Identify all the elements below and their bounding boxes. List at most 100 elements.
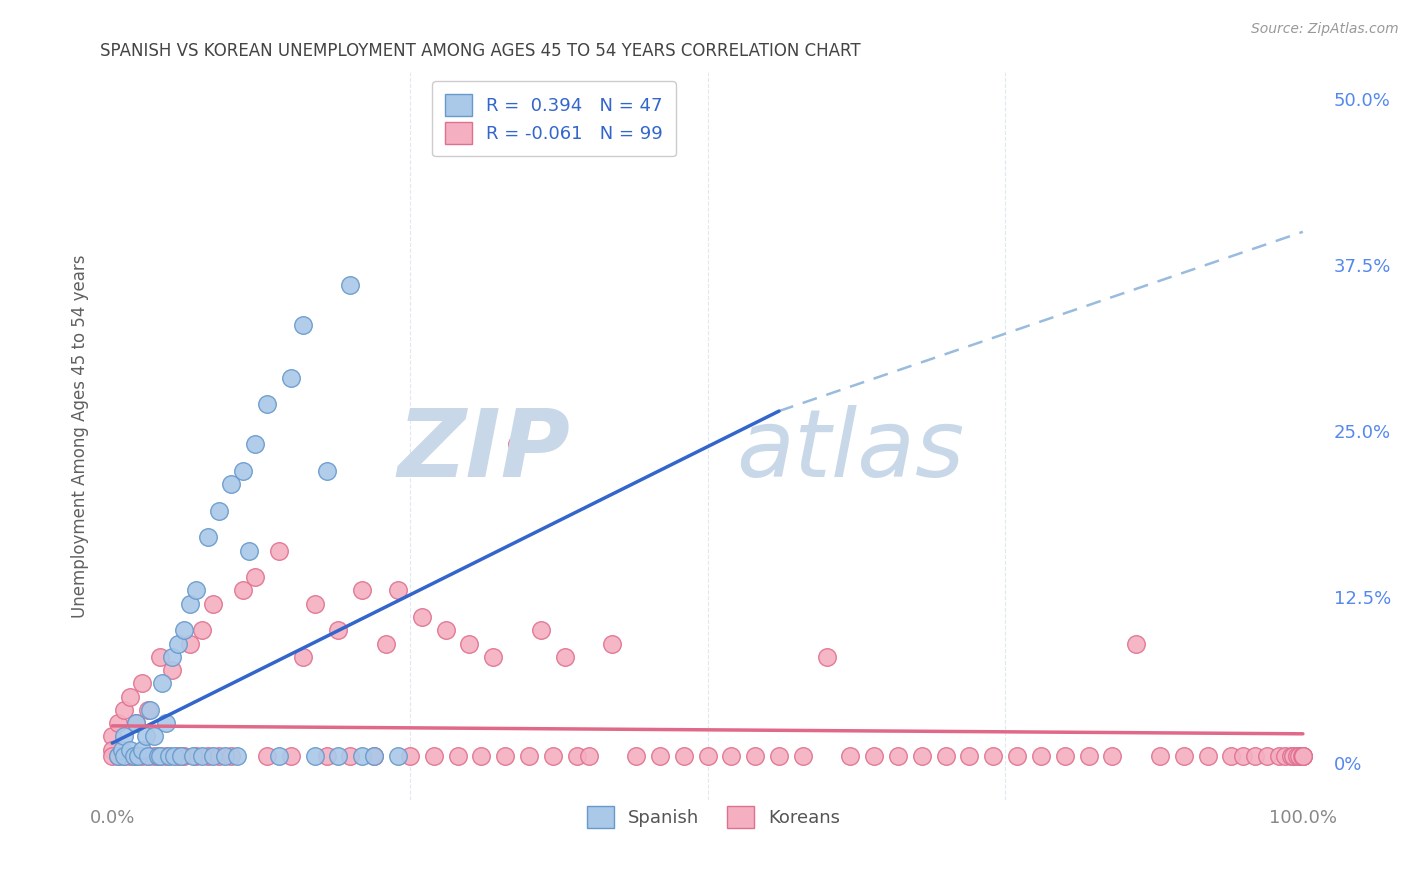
Point <box>648 749 671 764</box>
Point <box>1282 749 1305 764</box>
Point <box>1077 749 1099 764</box>
Point <box>387 583 409 598</box>
Point <box>1149 749 1171 764</box>
Point <box>839 749 862 764</box>
Point <box>672 749 695 764</box>
Point <box>107 716 129 731</box>
Point <box>506 437 529 451</box>
Point <box>578 749 600 764</box>
Point <box>768 749 790 764</box>
Point <box>112 749 135 764</box>
Point <box>197 530 219 544</box>
Point <box>602 636 624 650</box>
Y-axis label: Unemployment Among Ages 45 to 54 years: Unemployment Among Ages 45 to 54 years <box>72 254 89 618</box>
Point <box>434 624 457 638</box>
Point <box>111 743 134 757</box>
Point <box>1244 749 1267 764</box>
Point <box>142 749 165 764</box>
Point <box>1005 749 1028 764</box>
Text: atlas: atlas <box>737 406 965 497</box>
Point <box>1053 749 1076 764</box>
Point <box>131 676 153 690</box>
Text: Source: ZipAtlas.com: Source: ZipAtlas.com <box>1251 22 1399 37</box>
Point <box>101 730 124 744</box>
Point <box>482 649 505 664</box>
Point <box>458 636 481 650</box>
Point <box>1125 636 1147 650</box>
Point <box>221 477 243 491</box>
Point <box>256 397 278 411</box>
Point <box>470 749 492 764</box>
Point <box>399 749 422 764</box>
Point <box>887 749 910 764</box>
Point <box>221 749 243 764</box>
Point <box>202 749 225 764</box>
Point <box>184 583 207 598</box>
Point <box>530 624 553 638</box>
Point <box>122 749 145 764</box>
Point <box>190 624 212 638</box>
Point <box>267 749 290 764</box>
Point <box>166 636 188 650</box>
Point <box>959 749 981 764</box>
Point <box>131 743 153 757</box>
Point <box>256 749 278 764</box>
Point <box>315 464 337 478</box>
Point <box>1288 749 1310 764</box>
Point <box>179 636 201 650</box>
Point <box>136 749 159 764</box>
Point <box>120 690 142 704</box>
Point <box>125 716 148 731</box>
Point <box>125 716 148 731</box>
Point <box>1291 749 1313 764</box>
Point <box>291 649 314 664</box>
Point <box>170 749 193 764</box>
Point <box>1292 749 1315 764</box>
Point <box>1101 749 1123 764</box>
Point <box>411 610 433 624</box>
Point <box>232 464 254 478</box>
Point <box>339 749 361 764</box>
Point <box>179 597 201 611</box>
Point <box>184 749 207 764</box>
Point <box>363 749 385 764</box>
Point <box>160 649 183 664</box>
Point <box>136 703 159 717</box>
Point <box>139 703 162 717</box>
Point <box>149 749 172 764</box>
Point <box>315 749 337 764</box>
Point <box>226 749 249 764</box>
Point <box>1279 749 1302 764</box>
Point <box>107 749 129 764</box>
Point <box>304 597 326 611</box>
Point <box>375 636 398 650</box>
Point <box>339 277 361 292</box>
Point <box>1268 749 1291 764</box>
Point <box>446 749 468 764</box>
Point <box>387 749 409 764</box>
Point <box>280 371 302 385</box>
Point <box>163 749 186 764</box>
Point <box>112 730 135 744</box>
Point <box>624 749 647 764</box>
Point <box>1029 749 1052 764</box>
Point <box>911 749 934 764</box>
Point <box>155 716 177 731</box>
Point <box>125 749 148 764</box>
Point <box>1285 749 1308 764</box>
Point <box>935 749 957 764</box>
Point <box>267 543 290 558</box>
Point <box>136 749 159 764</box>
Point <box>150 676 173 690</box>
Point <box>146 749 169 764</box>
Point <box>238 543 260 558</box>
Point <box>173 749 195 764</box>
Point <box>149 649 172 664</box>
Point <box>363 749 385 764</box>
Point <box>1274 749 1296 764</box>
Point <box>202 597 225 611</box>
Point <box>112 703 135 717</box>
Point <box>101 749 124 764</box>
Point <box>291 318 314 332</box>
Point <box>112 749 135 764</box>
